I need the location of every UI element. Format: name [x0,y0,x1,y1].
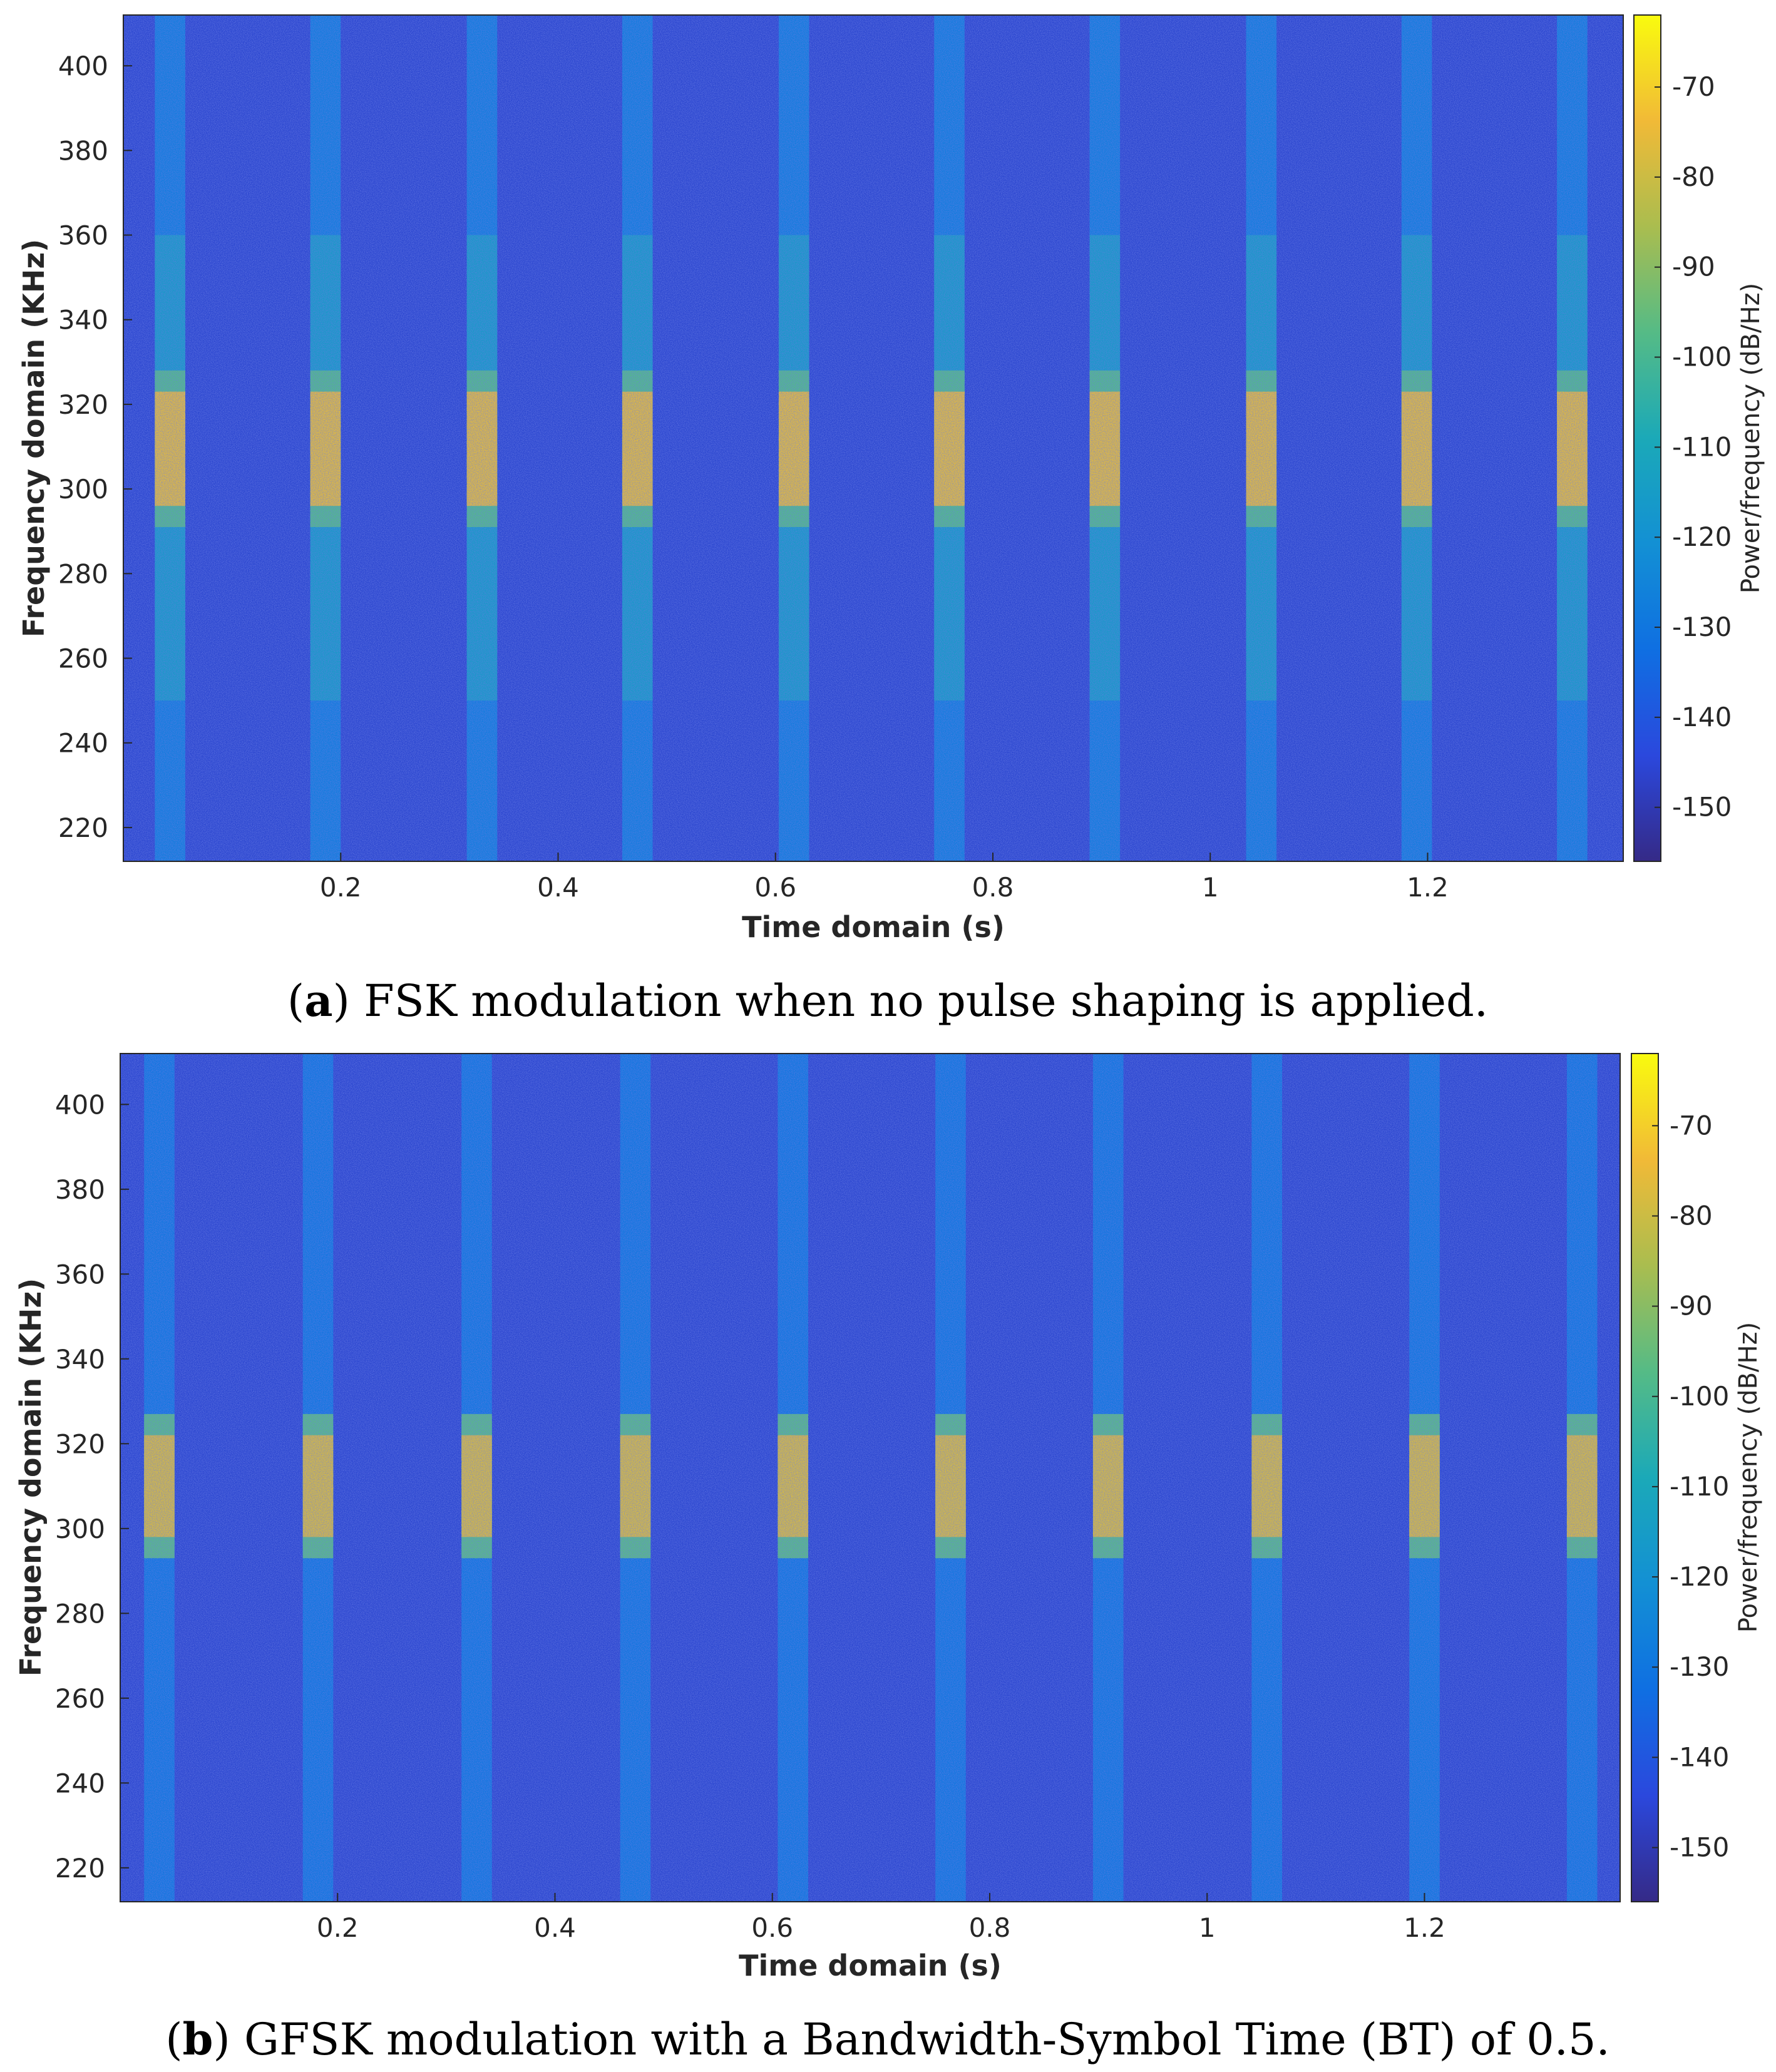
y-tick-label-b-5: 300 [55,1514,105,1544]
cbar-tick-label-b-5: -110 [1670,1471,1729,1502]
cbar-tick-label-a-8: -140 [1672,702,1732,732]
y-tick-label-a-5: 300 [58,474,108,505]
x-axis-a: 0.2 0.4 0.6 0.8 1 1.2 [320,853,1449,903]
x-axis-title-b: Time domain (s) [739,1949,1002,1982]
x-axis-title-a: Time domain (s) [742,910,1005,944]
x-tick-label-b-3: 0.6 [751,1912,793,1943]
cbar-tick-label-b-3: -90 [1670,1291,1713,1321]
colorbar-title-a: Power/frequency (dB/Hz) [1737,283,1765,593]
y-tick-label-b-4: 280 [55,1598,105,1629]
cbar-tick-label-b-4: -100 [1670,1381,1729,1412]
y-tick-label-b-6: 320 [55,1428,105,1459]
cbar-tick-label-b-8: -140 [1670,1741,1729,1772]
plot-frame-b [120,1053,1621,1902]
caption-a: (a) FSK modulation when no pulse shaping… [287,975,1488,1027]
cbar-tick-label-b-2: -80 [1670,1200,1713,1231]
caption-b-text: GFSK modulation with a Bandwidth-Symbol … [244,2014,1610,2065]
colorbar-title-b: Power/frequency (dB/Hz) [1734,1322,1763,1633]
cbar-tick-label-a-6: -120 [1672,521,1732,552]
y-tick-label-a-10: 400 [58,51,108,81]
y-tick-label-a-9: 380 [58,135,108,166]
noise-overlay-a [123,15,1623,861]
y-axis-a: 220 240 260 280 300 320 340 360 380 400 [58,51,132,843]
cbar-tick-label-a-4: -100 [1672,342,1732,372]
x-axis-b: 0.2 0.4 0.6 0.8 1 1.2 [317,1893,1445,1943]
cbar-tick-label-a-1: -70 [1672,71,1715,102]
x-tick-label-b-1: 0.2 [317,1912,359,1943]
y-tick-label-a-1: 220 [58,813,108,843]
plot-frame-a [123,14,1624,862]
cbar-tick-label-b-6: -120 [1670,1561,1729,1592]
caption-b: (b) GFSK modulation with a Bandwidth-Sym… [165,2013,1610,2065]
y-axis-title-b: Frequency domain (KHz) [14,1278,48,1676]
x-tick-label-a-1: 0.2 [320,872,362,903]
x-tick-label-b-2: 0.4 [534,1912,576,1943]
cbar-tick-label-a-5: -110 [1672,431,1732,462]
caption-b-label: b [183,2013,213,2065]
y-tick-label-b-8: 360 [55,1259,105,1290]
panel-a: 0.2 0.4 0.6 0.8 1 1.2 220 240 260 280 300 320 340 36… [17,14,1765,1027]
x-tick-label-a-5: 1 [1202,872,1219,903]
y-tick-label-b-7: 340 [55,1344,105,1375]
cbar-tick-label-b-1: -70 [1670,1110,1713,1141]
colorbar-b [1631,1053,1659,1902]
y-tick-label-a-2: 240 [58,728,108,759]
y-axis-title-a: Frequency domain (KHz) [17,239,51,637]
x-tick-label-a-2: 0.4 [537,872,579,903]
y-tick-label-a-6: 320 [58,389,108,420]
cbar-tick-label-a-2: -80 [1672,162,1715,192]
y-tick-label-b-3: 260 [55,1683,105,1714]
colorbar-ticks-b: -70 -80 -90 -100 -110 -120 -130 -140 -150 [1652,1110,1729,1863]
y-tick-label-b-10: 400 [55,1089,105,1120]
cbar-tick-label-a-7: -130 [1672,612,1732,642]
cbar-tick-label-a-3: -90 [1672,252,1715,282]
y-tick-label-a-4: 280 [58,558,108,589]
x-tick-label-b-4: 0.8 [969,1912,1011,1943]
colorbar-a [1633,14,1661,862]
cbar-tick-label-a-9: -150 [1672,792,1732,823]
noise-overlay-b [120,1054,1620,1902]
panel-b: 0.2 0.4 0.6 0.8 1 1.2 220 240 260 280 300 320 340 36… [14,1053,1763,2065]
y-tick-label-a-3: 260 [58,644,108,674]
y-tick-label-b-2: 240 [55,1768,105,1798]
y-tick-label-b-1: 220 [55,1853,105,1884]
caption-a-text: FSK modulation when no pulse shaping is … [364,975,1488,1027]
y-tick-label-a-8: 360 [58,220,108,251]
y-tick-label-b-9: 380 [55,1174,105,1205]
x-tick-label-b-5: 1 [1199,1912,1216,1943]
cbar-tick-label-b-9: -150 [1670,1832,1729,1863]
x-tick-label-a-4: 0.8 [972,872,1014,903]
cbar-tick-label-b-7: -130 [1670,1651,1729,1682]
y-axis-b: 220 240 260 280 300 320 340 360 380 400 [55,1089,129,1884]
x-tick-label-a-6: 1.2 [1407,872,1449,903]
colorbar-ticks-a: -70 -80 -90 -100 -110 -120 -130 -140 -150 [1655,71,1732,823]
x-tick-label-a-3: 0.6 [754,872,796,903]
caption-a-label: a [304,975,332,1027]
y-tick-label-a-7: 340 [58,305,108,336]
x-tick-label-b-6: 1.2 [1404,1912,1445,1943]
